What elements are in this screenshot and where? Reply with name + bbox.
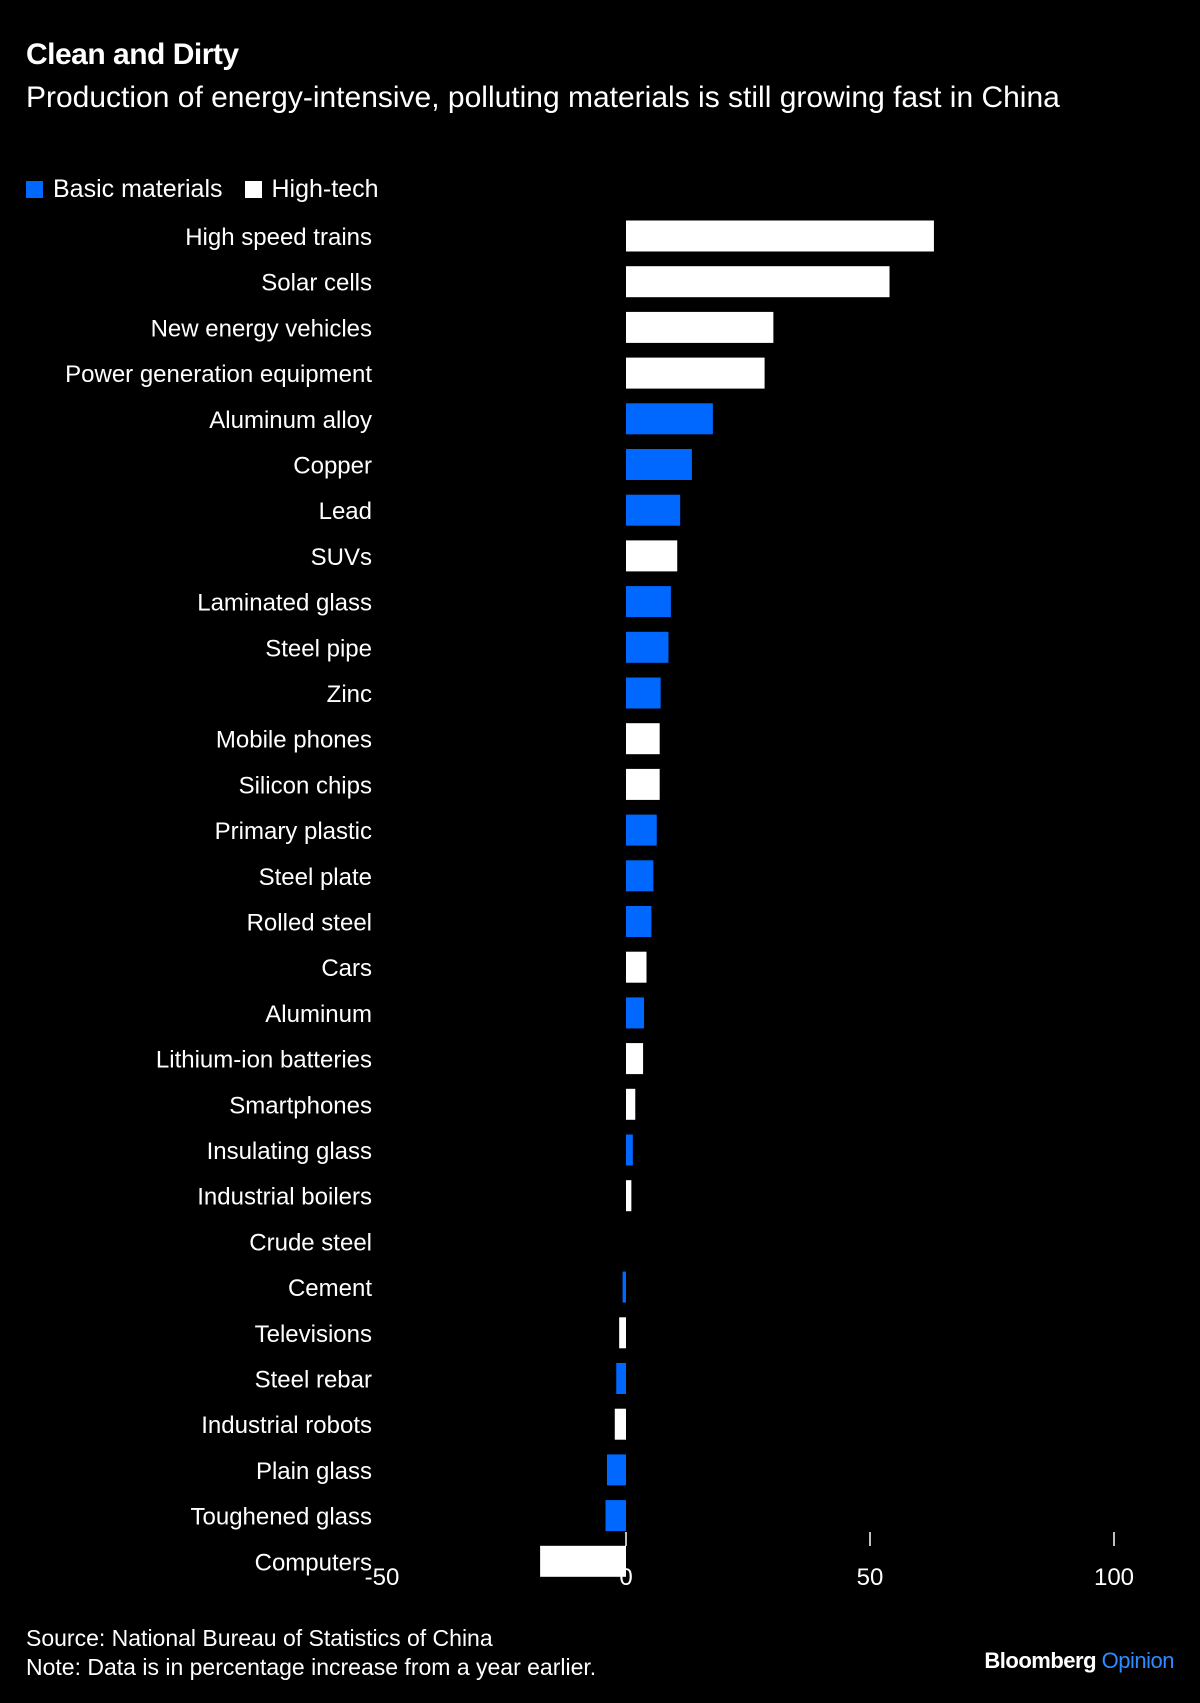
bar <box>626 723 660 755</box>
x-tick-label: 50 <box>857 1564 884 1591</box>
x-tick-label: 100 <box>1094 1564 1134 1591</box>
x-tick-label: -50 <box>365 1564 400 1591</box>
category-label: Plain glass <box>256 1458 372 1485</box>
legend-item-basic: Basic materials <box>26 175 223 204</box>
category-label: New energy vehicles <box>151 315 372 342</box>
category-label: Industrial robots <box>201 1412 372 1439</box>
bar <box>626 906 652 937</box>
category-label: Aluminum <box>265 1001 372 1028</box>
chart-title: Clean and Dirty <box>26 38 239 71</box>
category-label: Zinc <box>327 681 372 708</box>
category-label: Rolled steel <box>247 910 372 937</box>
category-label: Televisions <box>255 1321 372 1348</box>
bar <box>626 494 681 526</box>
category-label: Mobile phones <box>216 727 372 754</box>
category-label: SUVs <box>311 544 372 571</box>
logo-product: Opinion <box>1101 1648 1175 1673</box>
bar <box>626 814 657 846</box>
category-label: Aluminum alloy <box>209 407 372 434</box>
category-label: Crude steel <box>249 1229 372 1256</box>
x-tick-label: 0 <box>619 1564 632 1591</box>
bar <box>626 449 692 480</box>
logo-brand: Bloomberg <box>984 1648 1097 1673</box>
category-label: Primary plastic <box>215 818 372 845</box>
bar <box>626 403 713 435</box>
legend-swatch-hightech <box>244 181 262 198</box>
category-label: Steel pipe <box>265 635 372 662</box>
bar <box>626 266 890 298</box>
category-label: Cement <box>288 1275 372 1302</box>
bar <box>626 1043 644 1075</box>
legend-label-basic: Basic materials <box>53 175 223 203</box>
category-label: Lead <box>319 498 372 525</box>
bar <box>606 1454 626 1486</box>
category-label: Steel rebar <box>255 1367 372 1394</box>
category-label: High speed trains <box>185 224 372 251</box>
bar <box>626 1134 633 1166</box>
bar <box>616 1363 626 1394</box>
bar <box>626 220 934 252</box>
category-label: Lithium-ion batteries <box>156 1047 372 1074</box>
bar <box>619 1317 626 1349</box>
bar <box>622 1271 626 1303</box>
bar <box>626 860 654 892</box>
category-label: Smartphones <box>229 1092 372 1119</box>
bar <box>540 1545 626 1577</box>
category-label: Toughened glass <box>191 1504 372 1531</box>
bar <box>626 540 678 572</box>
bar <box>626 997 645 1029</box>
bar <box>626 586 671 618</box>
category-label: Cars <box>321 955 372 982</box>
legend-label-hightech: High-tech <box>271 175 379 203</box>
bar <box>626 677 661 709</box>
category-label: Laminated glass <box>197 590 372 617</box>
bar <box>626 1180 632 1212</box>
category-label: Industrial boilers <box>197 1184 372 1211</box>
legend-swatch-basic <box>26 181 43 198</box>
bar <box>614 1408 626 1440</box>
category-label: Copper <box>293 453 372 480</box>
bar <box>626 311 774 343</box>
category-label: Power generation equipment <box>65 361 372 388</box>
source-text: Source: National Bureau of Statistics of… <box>26 1625 493 1651</box>
category-label: Steel plate <box>259 864 372 891</box>
footer: Source: National Bureau of Statistics of… <box>26 1624 596 1682</box>
category-label: Insulating glass <box>207 1138 372 1165</box>
note-text: Note: Data is in percentage increase fro… <box>26 1654 597 1680</box>
category-label: Solar cells <box>261 270 372 297</box>
bar <box>626 357 765 389</box>
bar <box>605 1500 626 1532</box>
bar <box>626 631 669 663</box>
legend-item-hightech: High-tech <box>244 175 379 204</box>
bar <box>626 951 647 983</box>
bloomberg-opinion-logo: Bloomberg Opinion <box>984 1648 1174 1674</box>
category-label: Computers <box>255 1549 372 1576</box>
chart-subtitle: Production of energy-intensive, pollutin… <box>26 81 1060 114</box>
bar <box>626 1088 636 1120</box>
bar <box>626 768 660 800</box>
category-label: Silicon chips <box>239 772 372 799</box>
legend: Basic materials High-tech <box>26 175 401 204</box>
